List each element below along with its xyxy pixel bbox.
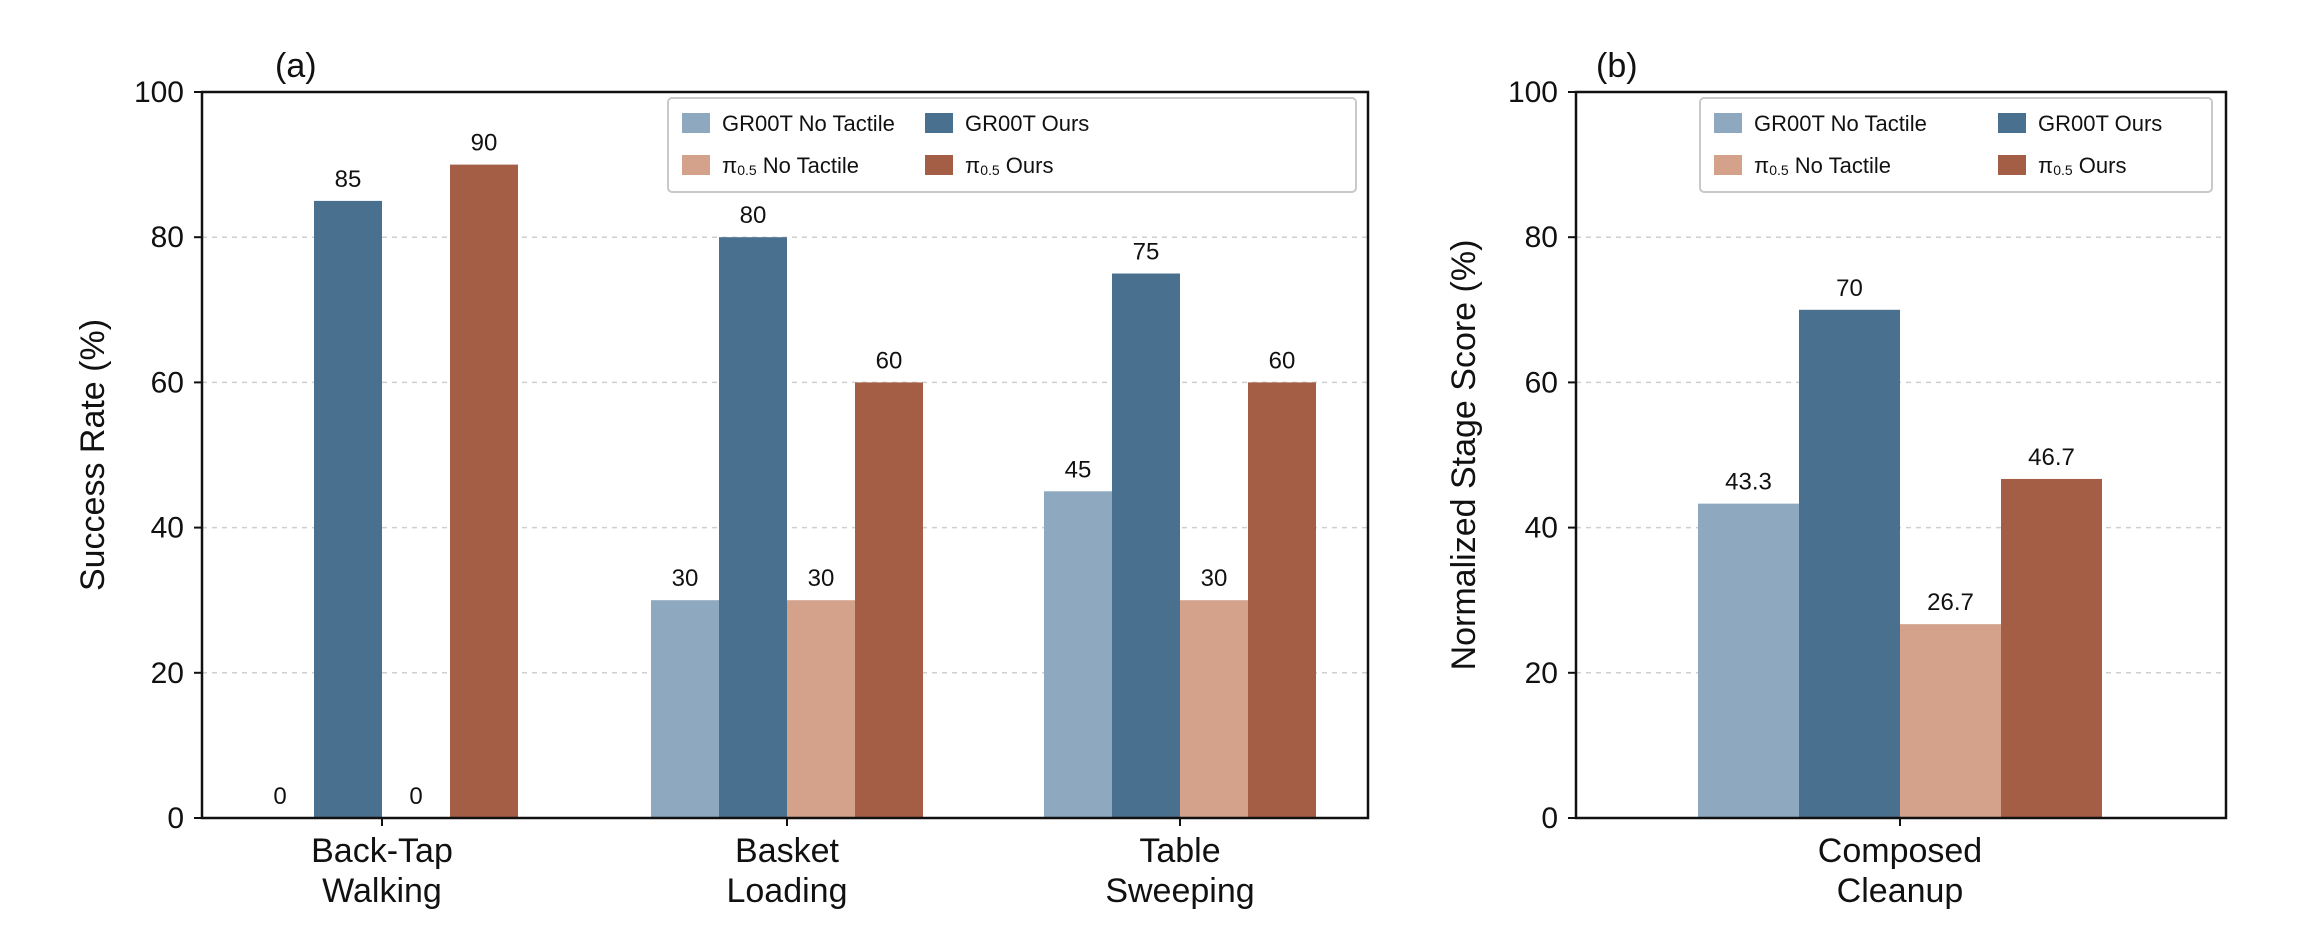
bar xyxy=(314,200,382,818)
data-label: 26.7 xyxy=(1927,589,1974,616)
legend-swatch xyxy=(1714,155,1742,175)
legend-swatch xyxy=(682,155,710,175)
data-label: 30 xyxy=(1201,565,1228,592)
data-label: 30 xyxy=(672,565,699,592)
data-label: 43.3 xyxy=(1725,469,1772,496)
y-tick-label: 20 xyxy=(151,657,184,690)
legend-swatch xyxy=(1714,113,1742,133)
data-label: 60 xyxy=(1269,347,1296,374)
data-label: 45 xyxy=(1065,456,1092,483)
y-tick-label: 80 xyxy=(151,221,184,254)
data-label: 60 xyxy=(876,347,903,374)
legend-entry: π0.5 Ours xyxy=(2038,153,2126,178)
x-category-label: Table Sweeping xyxy=(1105,832,1254,910)
legend-swatch xyxy=(682,113,710,133)
y-axis-label: Success Rate (%) xyxy=(74,319,112,591)
x-category-label: Composed Cleanup xyxy=(1818,832,1982,910)
bar xyxy=(1698,503,1799,818)
y-tick-label: 60 xyxy=(1525,366,1558,399)
y-tick-label: 80 xyxy=(1525,221,1558,254)
y-tick-label: 40 xyxy=(151,512,184,545)
bar xyxy=(1248,382,1316,818)
bar xyxy=(787,600,855,818)
y-tick-label: 100 xyxy=(134,76,184,109)
legend-entry: GR00T No Tactile xyxy=(722,111,895,136)
panel-label: (a) xyxy=(275,47,317,85)
bar xyxy=(1799,309,1900,818)
legend-entry: π0.5 No Tactile xyxy=(722,153,859,178)
legend: GR00T No Tactile GR00T Ours π0.5 No Tactil… xyxy=(1699,97,2213,193)
panel-label: (b) xyxy=(1596,47,1638,85)
y-tick-label: 20 xyxy=(1525,657,1558,690)
legend-swatch xyxy=(1998,113,2026,133)
bar xyxy=(1112,273,1180,818)
bar xyxy=(1180,600,1248,818)
x-category-label: Basket Loading xyxy=(726,832,847,910)
bar xyxy=(719,237,787,818)
panel-b: (b) 0 20 40 60 80 100 Normalized Stage Score (%… xyxy=(1445,47,2228,910)
legend-swatch xyxy=(925,113,953,133)
bar xyxy=(855,382,923,818)
legend-box xyxy=(667,97,1357,193)
y-tick-label: 0 xyxy=(167,802,184,835)
legend-entry: π0.5 No Tactile xyxy=(1754,153,1891,178)
legend-swatch xyxy=(1998,155,2026,175)
y-tick-label: 100 xyxy=(1508,76,1558,109)
bar xyxy=(2001,478,2102,818)
y-axis-label: Normalized Stage Score (%) xyxy=(1445,240,1483,671)
legend-entry: GR00T Ours xyxy=(965,111,1089,136)
plot-frame xyxy=(1574,90,2228,820)
legend-box xyxy=(1699,97,2213,193)
legend: GR00T No Tactile GR00T Ours π0.5 No Tactil… xyxy=(667,97,1357,193)
y-tick-label: 40 xyxy=(1525,512,1558,545)
data-label: 80 xyxy=(740,202,767,229)
bar xyxy=(1900,624,2001,818)
bar xyxy=(450,164,518,819)
bar xyxy=(1044,491,1112,818)
x-category-label: Back-Tap Walking xyxy=(311,832,453,910)
data-label: 30 xyxy=(808,565,835,592)
panel-a: (a) 0 20 40 60 80 100 Success Rate (%) 0 85 0 90 Bac… xyxy=(74,47,1370,910)
data-label: 75 xyxy=(1133,239,1160,266)
data-label: 46.7 xyxy=(2028,444,2075,471)
data-label: 0 xyxy=(409,783,422,810)
data-label: 70 xyxy=(1836,275,1863,302)
data-label: 0 xyxy=(273,783,286,810)
y-tick-label: 0 xyxy=(1541,802,1558,835)
legend-entry: π0.5 Ours xyxy=(965,153,1053,178)
legend-swatch xyxy=(925,155,953,175)
bar xyxy=(651,600,719,818)
data-label: 90 xyxy=(471,130,498,157)
legend-entry: GR00T Ours xyxy=(2038,111,2162,136)
legend-entry: GR00T No Tactile xyxy=(1754,111,1927,136)
y-tick-label: 60 xyxy=(151,366,184,399)
plot-frame xyxy=(200,90,1370,820)
data-label: 85 xyxy=(335,166,362,193)
